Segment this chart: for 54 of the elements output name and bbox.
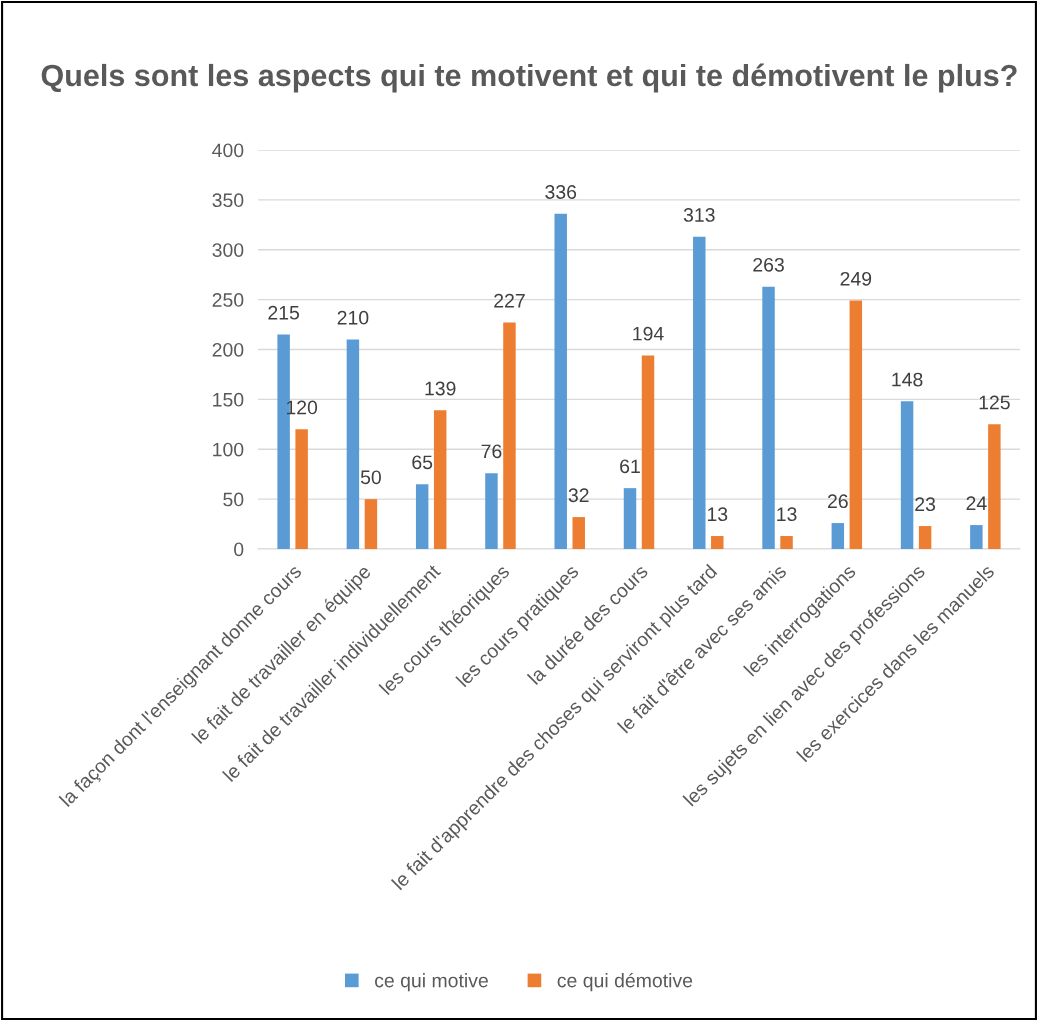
- data-label: 32: [568, 488, 589, 503]
- bar: [711, 536, 724, 549]
- data-label: 336: [545, 185, 577, 199]
- data-label: 139: [425, 381, 456, 396]
- data-label: 24: [966, 496, 987, 510]
- data-label: 50: [360, 470, 381, 485]
- chart-title: Quels sont les aspects qui te motivent et qui te démotivent le plus?: [41, 63, 1017, 93]
- data-label: 13: [777, 507, 797, 522]
- bar: [831, 523, 845, 549]
- bar: [433, 410, 447, 549]
- bar: [485, 473, 498, 549]
- data-label: 313: [683, 208, 715, 222]
- data-label: 76: [481, 444, 502, 459]
- data-label: 227: [494, 293, 525, 308]
- bar: [623, 488, 637, 549]
- y-tick-label: 400: [212, 143, 244, 158]
- data-label: 148: [892, 372, 923, 387]
- bar: [970, 525, 983, 549]
- data-label: 23: [915, 497, 936, 512]
- bar: [503, 322, 516, 549]
- bar: [900, 401, 914, 549]
- y-tick-label: 100: [213, 442, 244, 457]
- bar: [572, 517, 585, 549]
- bar: [693, 236, 706, 549]
- data-label: 210: [337, 310, 369, 325]
- data-label: 61: [620, 459, 640, 474]
- legend-label: ce qui démotive: [557, 972, 693, 992]
- y-tick-label: 0: [234, 542, 244, 557]
- data-label: 13: [707, 507, 728, 522]
- bar: [641, 355, 655, 549]
- bar: [762, 286, 775, 549]
- y-tick-label: 50: [223, 492, 244, 507]
- bar: [918, 526, 932, 549]
- legend-label: ce qui motive: [375, 973, 488, 992]
- bar: [988, 424, 1001, 549]
- bar: [346, 339, 360, 549]
- bar: [415, 484, 429, 549]
- bar: [849, 300, 863, 549]
- data-label: 65: [412, 455, 433, 470]
- data-label: 215: [268, 305, 300, 320]
- data-label: 26: [827, 494, 848, 509]
- y-tick-label: 150: [213, 392, 244, 407]
- bar: [364, 499, 378, 549]
- y-tick-label: 300: [212, 243, 244, 257]
- data-label: 194: [633, 326, 664, 341]
- data-label: 249: [840, 271, 872, 286]
- data-label: 263: [753, 257, 784, 272]
- y-tick-label: 250: [212, 293, 244, 307]
- data-label: 125: [979, 395, 1010, 410]
- bar: [780, 536, 793, 549]
- bar: [295, 429, 308, 549]
- bar: [554, 213, 567, 549]
- y-tick-label: 350: [212, 193, 244, 208]
- y-tick-label: 200: [212, 342, 244, 357]
